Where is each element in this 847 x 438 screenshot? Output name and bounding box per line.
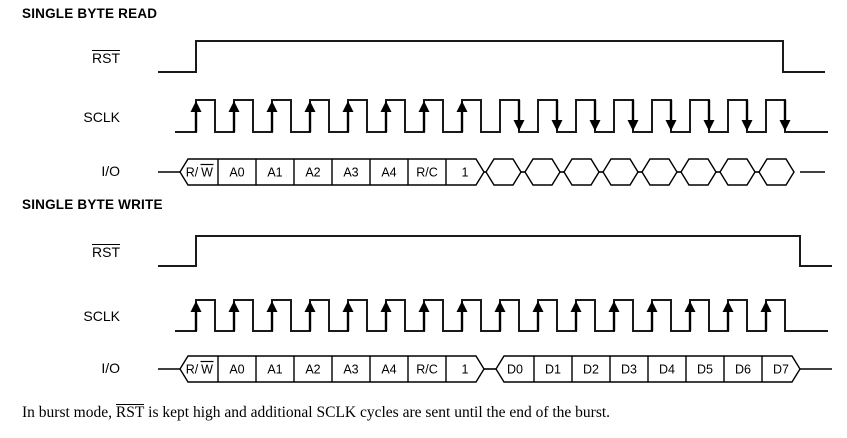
io-hex-cell — [719, 158, 756, 186]
sclk-edge-arrow-up — [760, 301, 772, 312]
io-hex-cell — [680, 158, 717, 186]
io-cell-label: A2 — [305, 362, 320, 376]
sclk-edge-arrow-up — [190, 101, 202, 112]
waveform-sclk-single-byte-read — [175, 99, 828, 133]
sclk-edge-arrow-up — [494, 301, 506, 312]
sclk-edge-arrow-up — [342, 101, 354, 112]
io-cell-label: A2 — [305, 165, 320, 179]
sclk-edge-arrow-up — [456, 301, 468, 312]
io-cell-label: A1 — [267, 165, 282, 179]
io-cell-label: D4 — [659, 362, 675, 376]
waveform-io-single-byte-write: R/W A0 A1 A2 A3 A4 R/C 1 D0 D1 D2 D3 D4 D5 D6 D7 — [158, 355, 832, 383]
io-bus-envelope — [179, 355, 485, 383]
sclk-edge-arrow-up — [266, 101, 278, 112]
io-cell-label: A4 — [381, 165, 396, 179]
section-title-write: SINGLE BYTE WRITE — [22, 197, 163, 212]
sclk-edge-arrow-down — [741, 120, 753, 131]
sclk-edge-arrow-up — [304, 101, 316, 112]
io-cell-label: R/C — [416, 165, 438, 179]
io-cell-label: D6 — [735, 362, 751, 376]
sclk-edge-arrow-up — [304, 301, 316, 312]
sclk-edge-arrow-up — [722, 301, 734, 312]
sclk-edge-arrow-up — [380, 301, 392, 312]
sclk-edge-arrow-up — [418, 301, 430, 312]
sclk-edge-arrow-down — [665, 120, 677, 131]
io-hex-cell — [602, 158, 639, 186]
sclk-edge-arrow-down — [779, 120, 791, 131]
signal-label-rst-read: RST — [48, 50, 120, 66]
signal-label-io-read: I/O — [101, 163, 120, 179]
io-cell-label: D2 — [583, 362, 599, 376]
io-hex-cell — [524, 158, 561, 186]
io-cell-label: R/ — [186, 165, 199, 179]
caption-part-1: In burst mode, — [22, 404, 116, 421]
rst-label-text-read: RST — [92, 50, 120, 66]
sclk-edge-arrow-up — [266, 301, 278, 312]
sclk-edge-arrow-down — [551, 120, 563, 131]
sclk-edge-arrow-up — [570, 301, 582, 312]
waveform-io-single-byte-read: R/W A0 A1 A2 A3 A4 R/C 1 — [158, 158, 825, 186]
signal-label-rst-write: RST — [48, 244, 120, 260]
io-cell-label: D1 — [545, 362, 561, 376]
burst-mode-caption: In burst mode, RST is kept high and addi… — [22, 404, 610, 422]
sclk-edge-arrow-up — [532, 301, 544, 312]
io-cell-label: A3 — [343, 165, 358, 179]
io-cell-label: D0 — [507, 362, 523, 376]
sclk-edge-arrow-up — [190, 301, 202, 312]
sclk-edge-arrow-up — [456, 101, 468, 112]
waveform-rst-single-byte-read — [158, 40, 825, 73]
waveform-sclk-single-byte-write — [175, 299, 828, 332]
sclk-edge-arrow-up — [228, 301, 240, 312]
io-cell-label: R/C — [416, 362, 438, 376]
section-title-read: SINGLE BYTE READ — [22, 6, 158, 21]
io-hex-cell — [641, 158, 678, 186]
sclk-edge-arrow-up — [342, 301, 354, 312]
io-cell-label: A3 — [343, 362, 358, 376]
sclk-edge-arrow-down — [513, 120, 525, 131]
rst-label-text-write: RST — [92, 244, 120, 260]
sclk-edge-arrow-up — [418, 101, 430, 112]
waveform-rst-single-byte-write — [158, 235, 832, 267]
io-bus-envelope — [179, 158, 485, 186]
sclk-edge-arrow-down — [589, 120, 601, 131]
signal-label-sclk-read: SCLK — [83, 109, 120, 125]
io-cell-label: 1 — [462, 362, 469, 376]
sclk-trace — [175, 99, 828, 133]
caption-part-2: is kept high and additional SCLK cycles … — [144, 404, 611, 421]
io-hex-cell — [758, 158, 795, 186]
signal-label-sclk-write: SCLK — [83, 308, 120, 324]
io-cell-label-overbar: W — [201, 362, 213, 376]
io-hex-cell — [485, 158, 522, 186]
io-hex-cell — [563, 158, 600, 186]
sclk-edge-arrow-up — [228, 101, 240, 112]
sclk-edge-arrow-up — [380, 101, 392, 112]
rst-trace — [158, 235, 832, 267]
sclk-edge-arrow-up — [608, 301, 620, 312]
sclk-edge-arrow-up — [646, 301, 658, 312]
sclk-edge-arrow-down — [703, 120, 715, 131]
sclk-edge-arrow-up — [684, 301, 696, 312]
io-cell-label: D3 — [621, 362, 637, 376]
io-cell-label: A4 — [381, 362, 396, 376]
io-cell-label: R/ — [186, 362, 199, 376]
io-cell-label: A0 — [229, 362, 244, 376]
io-cell-label: A0 — [229, 165, 244, 179]
io-cell-label-overbar: W — [201, 165, 213, 179]
caption-rst-overbar: RST — [115, 404, 145, 421]
io-cell-label: D7 — [773, 362, 789, 376]
signal-label-io-write: I/O — [101, 360, 120, 376]
io-cell-label: D5 — [697, 362, 713, 376]
io-cell-label: 1 — [462, 165, 469, 179]
sclk-trace — [175, 299, 828, 332]
sclk-edge-arrow-down — [627, 120, 639, 131]
rst-trace — [158, 40, 825, 73]
io-cell-label: A1 — [267, 362, 282, 376]
